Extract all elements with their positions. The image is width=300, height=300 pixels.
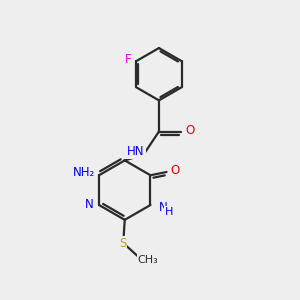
Text: S: S <box>119 237 126 250</box>
Text: NH₂: NH₂ <box>72 166 95 179</box>
Text: F: F <box>124 53 131 66</box>
Text: HN: HN <box>127 145 145 158</box>
Text: O: O <box>185 124 194 137</box>
Text: H: H <box>165 206 173 217</box>
Text: N: N <box>159 201 167 214</box>
Text: CH₃: CH₃ <box>137 255 158 265</box>
Text: N: N <box>85 199 94 212</box>
Text: O: O <box>170 164 179 177</box>
